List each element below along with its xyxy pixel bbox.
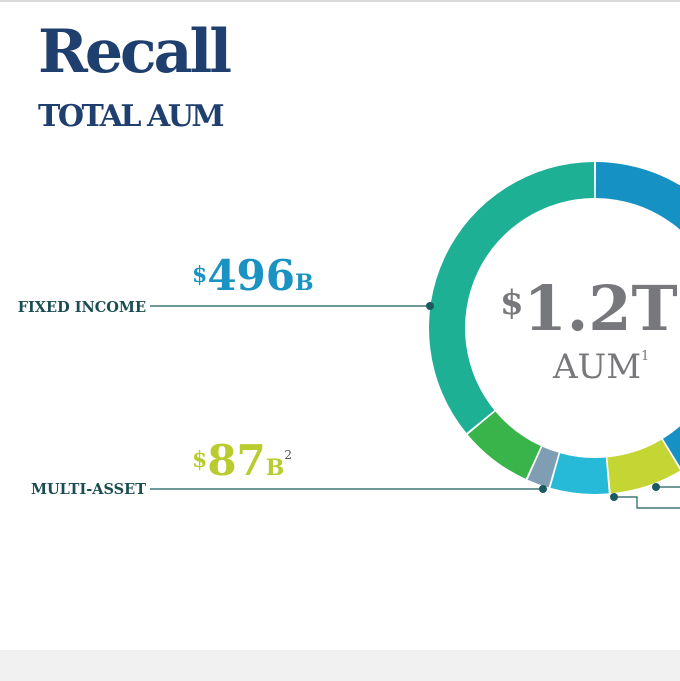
donut-slice-0 xyxy=(595,162,680,467)
multi-asset-label: MULTI-ASSET xyxy=(31,481,146,498)
svg-text:$1.2T: $1.2T xyxy=(500,272,678,345)
top-border xyxy=(0,0,680,2)
multi-asset-amount: 87 xyxy=(207,436,265,485)
segment-leader-dot xyxy=(652,483,660,491)
donut-slice-2 xyxy=(550,453,609,494)
center-currency: $ xyxy=(500,283,524,323)
segment-leader-dot xyxy=(610,493,618,501)
segment-leader-line xyxy=(614,496,680,509)
fixed-income-amount: 496 xyxy=(207,251,295,300)
fixed-income-label: FIXED INCOME xyxy=(18,299,146,316)
center-value: 1.2T xyxy=(524,272,678,345)
donut-slice-5 xyxy=(429,162,595,434)
page-subtitle: TOTAL AUM xyxy=(38,99,225,134)
donut-center: $1.2T AUM1 xyxy=(500,272,678,387)
center-footnote: 1 xyxy=(641,349,649,364)
bottom-band xyxy=(0,650,680,681)
fixed-income-value: $496B xyxy=(192,251,314,300)
fixed-income-leader-dot xyxy=(426,302,434,310)
svg-text:AUM1: AUM1 xyxy=(552,347,649,387)
multi-asset-footnote: 2 xyxy=(284,448,292,462)
donut-slice-4 xyxy=(467,411,541,479)
fixed-income-unit: B xyxy=(295,270,314,296)
page-title: Recall xyxy=(38,17,232,87)
multi-asset-value: $87B2 xyxy=(192,436,292,485)
multi-asset-currency: $ xyxy=(192,447,207,473)
donut-slice-3 xyxy=(527,446,559,488)
fixed-income-currency: $ xyxy=(192,262,207,288)
center-label: AUM xyxy=(552,347,641,387)
multi-asset-leader-dot xyxy=(539,485,547,493)
multi-asset-unit: B xyxy=(266,455,285,481)
donut-slice-1 xyxy=(607,439,680,494)
